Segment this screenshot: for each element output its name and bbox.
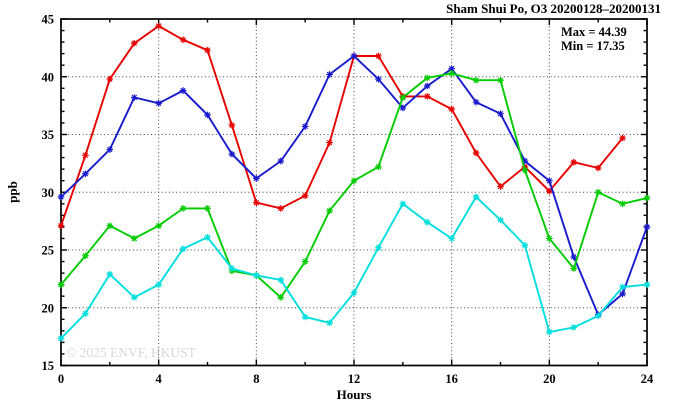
x-tick-label: 20: [543, 372, 556, 386]
max-annotation: Max = 44.39: [561, 25, 627, 39]
y-tick-label: 40: [42, 70, 55, 84]
x-tick-label: 8: [253, 372, 259, 386]
y-tick-label: 15: [42, 359, 55, 373]
series-red-line: [60, 24, 624, 227]
x-tick-label: 0: [58, 372, 64, 386]
y-tick-label: 35: [42, 128, 55, 142]
x-tick-label: 4: [156, 372, 163, 386]
x-tick-label: 24: [641, 372, 654, 386]
min-annotation: Min = 17.35: [561, 39, 625, 53]
watermark-text: © 2025 ENVF, HKUST: [66, 345, 197, 360]
series-red-line-markers: [57, 22, 626, 230]
x-tick-label: 12: [348, 372, 361, 386]
series-cyan-line-markers: [57, 193, 651, 342]
y-tick-label: 45: [42, 13, 55, 27]
x-tick-label: 16: [445, 372, 458, 386]
chart-title: Sham Shui Po, O3 20200128–20200131: [446, 1, 661, 16]
y-tick-label: 25: [42, 244, 55, 258]
y-tick-label: 20: [42, 301, 55, 315]
y-axis-label: ppb: [5, 181, 20, 203]
y-tick-label: 30: [42, 186, 55, 200]
x-axis-label: Hours: [337, 387, 372, 402]
